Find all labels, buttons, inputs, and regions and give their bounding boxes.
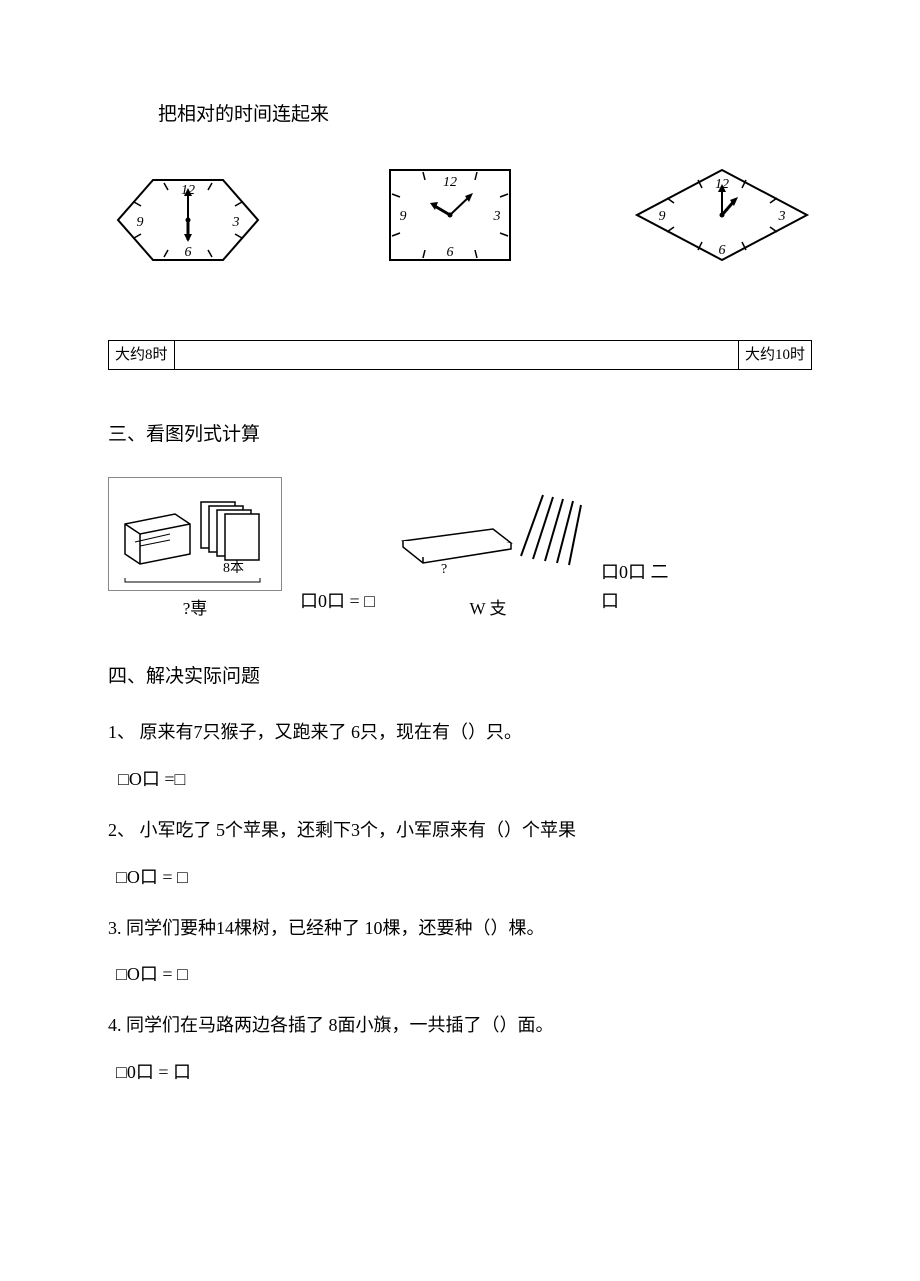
problem-2: 2、 小军吃了 5个苹果，还剩下3个，小军原来有（）个苹果 <box>108 816 812 845</box>
problem-2-num: 2、 <box>108 820 135 840</box>
section3-heading: 三、看图列式计算 <box>108 420 812 450</box>
calc-right-expr-block: 口0口 二 口 <box>601 558 669 622</box>
calc-right-expr1: 口0口 二 <box>601 558 669 587</box>
problem-4-text: 同学们在马路两边各插了 8面小旗，一共插了（）面。 <box>126 1015 554 1035</box>
calc-right-center: W 支 <box>470 595 507 622</box>
time-label-bar: 大约8时 大约10时 <box>108 340 812 370</box>
svg-text:9: 9 <box>659 209 666 224</box>
svg-text:9: 9 <box>137 215 144 230</box>
problem-3: 3. 同学们要种14棵树，已经种了 10棵，还要种（）棵。 <box>108 914 812 943</box>
svg-text:3: 3 <box>232 215 240 230</box>
clock-square: 12 3 6 9 <box>375 160 525 280</box>
problem-2-expr: □O口 = □ <box>116 863 812 892</box>
calc-left-expr: 口0口 = □ <box>300 587 375 622</box>
clock-diamond: 12 3 6 9 <box>632 160 812 280</box>
problem-1: 1、 原来有7只猴子，又跑来了 6只，现在有（）只。 <box>108 718 812 747</box>
svg-text:3: 3 <box>493 209 501 224</box>
svg-text:?: ? <box>441 562 447 577</box>
svg-text:9: 9 <box>400 209 407 224</box>
time-label-spacer <box>175 341 738 369</box>
calc-left-label: ?専 <box>183 595 208 622</box>
time-label-left: 大约8时 <box>109 341 175 369</box>
clock-hexagon: 12 3 6 9 <box>108 160 268 280</box>
svg-text:3: 3 <box>778 209 786 224</box>
svg-text:6: 6 <box>185 245 192 260</box>
instruction-title: 把相对的时间连起来 <box>158 100 812 130</box>
books-image: 8本 <box>108 477 282 591</box>
problem-4-num: 4. <box>108 1015 122 1035</box>
svg-text:6: 6 <box>447 245 454 260</box>
pens-image: ? <box>393 481 583 591</box>
calc-left-group: 8本 ?専 <box>108 477 282 622</box>
problem-2-text: 小军吃了 5个苹果，还剩下3个，小军原来有（）个苹果 <box>140 820 577 840</box>
problem-1-text: 原来有7只猴子，又跑来了 6只，现在有（）只。 <box>140 722 523 742</box>
problem-3-text: 同学们要种14棵树，已经种了 10棵，还要种（）棵。 <box>126 918 545 938</box>
problem-1-expr: □O口 =□ <box>118 765 812 794</box>
svg-text:8本: 8本 <box>223 560 244 576</box>
calc-row: 8本 ?専 口0口 = □ ? W 支 <box>108 477 812 622</box>
section4-heading: 四、解决实际问题 <box>108 662 812 692</box>
calc-right-group: ? W 支 <box>393 481 583 622</box>
problem-4-expr: □0口 = 口 <box>116 1058 812 1087</box>
time-label-right: 大约10时 <box>738 341 811 369</box>
problemul-3-expr: □O口 = □ <box>116 960 812 989</box>
problem-4: 4. 同学们在马路两边各插了 8面小旗，一共插了（）面。 <box>108 1011 812 1040</box>
problem-1-num: 1、 <box>108 722 135 742</box>
calc-right-expr2: 口 <box>601 587 669 616</box>
problem-3-num: 3. <box>108 918 122 938</box>
svg-text:6: 6 <box>719 243 726 258</box>
svg-text:12: 12 <box>443 175 457 190</box>
clocks-row: 12 3 6 9 12 3 6 9 <box>108 160 812 280</box>
